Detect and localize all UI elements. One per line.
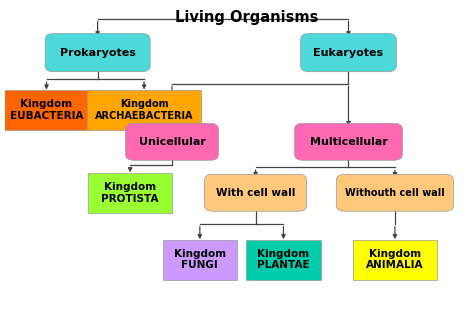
Text: Kingdom
PROTISTA: Kingdom PROTISTA — [101, 182, 159, 203]
Text: Eukaryotes: Eukaryotes — [313, 48, 383, 58]
Text: Withouth cell wall: Withouth cell wall — [345, 188, 445, 198]
Text: Kingdom
PLANTAE: Kingdom PLANTAE — [257, 249, 310, 270]
FancyBboxPatch shape — [337, 174, 454, 211]
Text: Kingdom
FUNGI: Kingdom FUNGI — [174, 249, 226, 270]
FancyBboxPatch shape — [163, 240, 237, 280]
Text: Kingdom
EUBACTERIA: Kingdom EUBACTERIA — [10, 99, 83, 121]
FancyBboxPatch shape — [204, 174, 307, 211]
FancyBboxPatch shape — [126, 123, 219, 160]
Text: Kingdom
ANIMALIA: Kingdom ANIMALIA — [366, 249, 424, 270]
Text: Unicellular: Unicellular — [138, 137, 205, 147]
Text: Living Organisms: Living Organisms — [174, 10, 318, 25]
FancyBboxPatch shape — [87, 90, 201, 130]
Text: With cell wall: With cell wall — [216, 188, 295, 198]
FancyBboxPatch shape — [246, 240, 320, 280]
Text: Kingdom
ARCHAEBACTERIA: Kingdom ARCHAEBACTERIA — [95, 99, 193, 121]
Text: Prokaryotes: Prokaryotes — [60, 48, 136, 58]
FancyBboxPatch shape — [301, 33, 396, 72]
FancyBboxPatch shape — [88, 173, 172, 213]
FancyBboxPatch shape — [353, 240, 437, 280]
FancyBboxPatch shape — [3, 90, 90, 130]
FancyBboxPatch shape — [295, 123, 402, 160]
FancyBboxPatch shape — [45, 33, 150, 72]
Text: Multicellular: Multicellular — [310, 137, 387, 147]
